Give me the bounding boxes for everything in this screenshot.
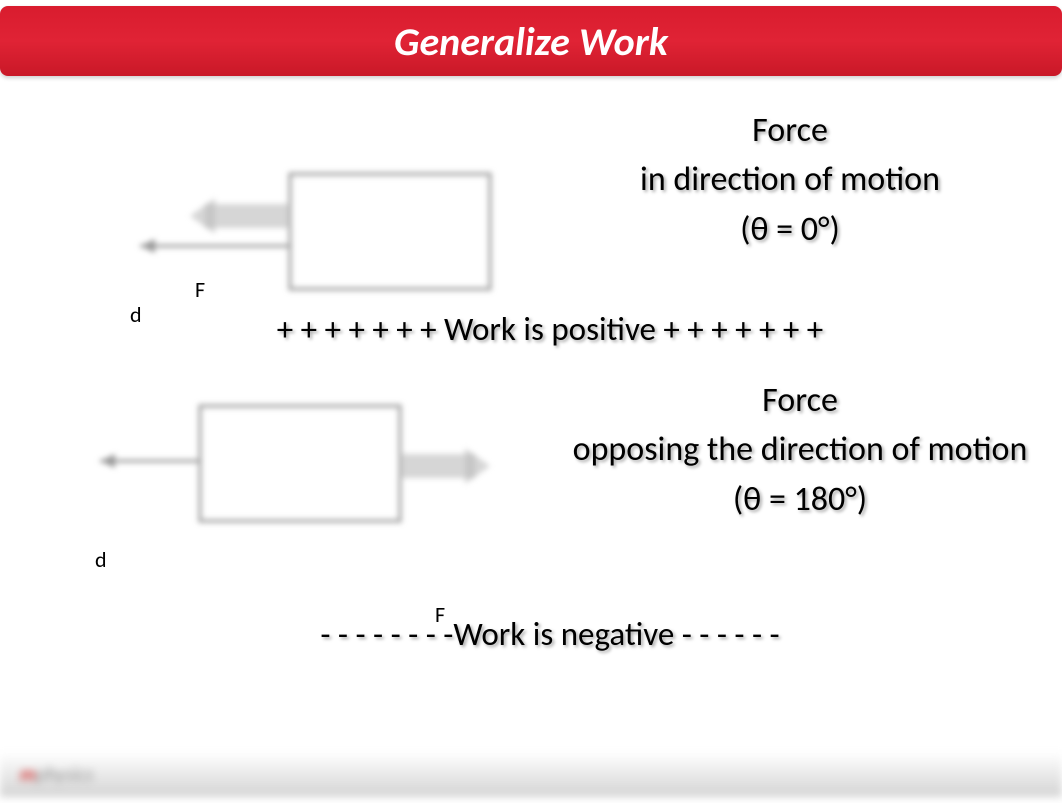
force-text-1: Force in direction of motion (θ = 0°) xyxy=(560,106,1020,254)
content-area: d F Force in direction of motion (θ = 0°… xyxy=(0,76,1062,797)
diagram-positive-work xyxy=(110,156,510,306)
diagram-negative-work xyxy=(80,386,500,546)
footer-logo-red: m xyxy=(20,763,36,787)
footer-gradient xyxy=(0,752,1062,797)
force1-line1: Force xyxy=(560,106,1020,155)
diagram2-d-label: d xyxy=(95,546,107,573)
force2-line1: Force xyxy=(560,376,1040,425)
force-text-2: Force opposing the direction of motion (… xyxy=(560,376,1040,524)
work-positive-text: + + + + + + + Work is positive + + + + +… xyxy=(140,306,960,354)
footer-logo-gray: physics xyxy=(36,763,94,787)
force1-line3: (θ = 0°) xyxy=(560,205,1020,254)
page-title: Generalize Work xyxy=(394,17,668,66)
diagram1-f-label: F xyxy=(195,276,205,303)
force2-line2: opposing the direction of motion (θ = 18… xyxy=(560,425,1040,524)
title-bar: Generalize Work xyxy=(0,6,1062,76)
work-negative-text: - - - - - - - -Work is negative - - - - … xyxy=(190,611,910,659)
force1-line2: in direction of motion xyxy=(560,155,1020,204)
footer-logo: mphysics xyxy=(20,763,93,787)
